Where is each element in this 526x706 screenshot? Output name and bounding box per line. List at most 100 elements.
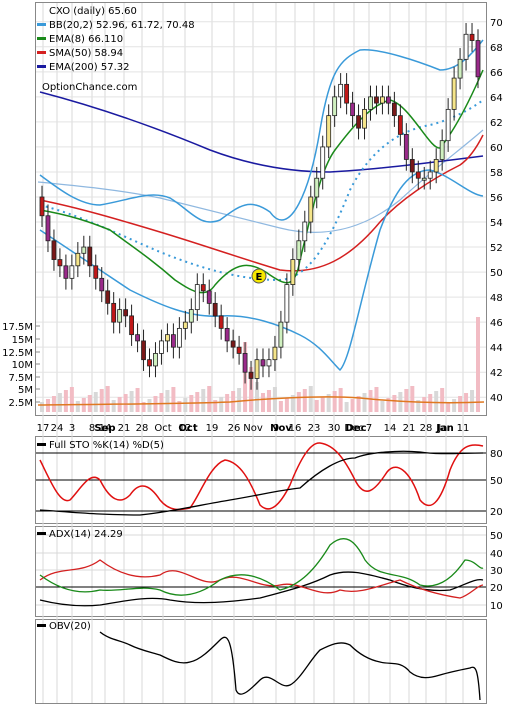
volume-tick-label: 10M — [12, 360, 33, 371]
x-month-label: Dec — [345, 423, 366, 434]
volume-bar — [320, 397, 325, 412]
volume-bar — [123, 394, 128, 412]
volume-bar — [99, 389, 104, 412]
price-tick-label: 58 — [490, 168, 503, 179]
candlestick — [153, 353, 158, 367]
candlestick — [135, 334, 140, 342]
volume-bar — [177, 401, 182, 412]
x-month-label: Nov — [270, 423, 292, 434]
volume-bar — [135, 388, 140, 412]
volume-bar — [237, 388, 242, 412]
volume-bar — [266, 390, 271, 412]
candlestick — [206, 290, 212, 304]
volume-bar — [278, 401, 283, 412]
x-month-label: Sep — [94, 423, 115, 434]
candlesticks — [39, 23, 481, 390]
adx-tick-label: 40 — [490, 549, 503, 560]
x-tick-label: 16 — [289, 423, 302, 434]
watermark: OptionChance.com — [42, 82, 137, 93]
candlestick — [170, 334, 176, 348]
stochastic-title: Full STO %K(14) %D(5) — [37, 440, 164, 451]
obv-line — [99, 631, 481, 701]
volume-bar — [75, 401, 80, 412]
volume-bar — [440, 388, 445, 412]
legend-sma50: SMA(50) 58.94 — [49, 48, 123, 59]
adx-tick-label: 20 — [490, 583, 503, 594]
candlestick — [69, 265, 75, 279]
obv-swatch — [37, 624, 46, 627]
x-tick-label: 24 — [51, 423, 64, 434]
candlestick — [338, 83, 344, 98]
price-tick-label: 62 — [490, 118, 503, 129]
candlestick — [57, 259, 63, 267]
x-tick-label: 19 — [206, 423, 219, 434]
price-tick-label: 66 — [490, 68, 503, 79]
bollinger-upper — [39, 39, 484, 223]
sto-tick-label: 20 — [490, 507, 503, 518]
candlestick — [284, 284, 290, 323]
price-tick-label: 48 — [490, 293, 503, 304]
candlestick — [445, 108, 451, 142]
volume-bars — [37, 317, 485, 412]
stochastic-k-line — [39, 450, 484, 516]
volume-bar — [147, 399, 152, 412]
volume-bar — [141, 402, 146, 412]
volume-bar — [207, 386, 212, 412]
x-tick-label: 12 — [179, 423, 192, 434]
candlestick — [224, 327, 230, 342]
price-tick-label: 68 — [490, 43, 503, 54]
horizontal-gridlines — [36, 21, 486, 606]
vertical-gridlines — [42, 3, 464, 703]
legend-ema8: EMA(8) 66.110 — [49, 34, 123, 45]
candlestick — [159, 340, 164, 354]
volume-bar — [416, 400, 421, 412]
price-tick-label: 64 — [490, 93, 503, 104]
candlestick — [296, 240, 302, 260]
price-tick-label: 40 — [490, 393, 503, 404]
x-tick-label: 21 — [403, 423, 416, 434]
adx-tick-label: 10 — [490, 601, 503, 612]
volume-bar — [272, 387, 277, 412]
x-tick-label: 8 — [89, 423, 95, 434]
volume-tick-label: 17.5M — [2, 322, 33, 333]
sma50-line — [39, 134, 484, 272]
candlestick — [230, 340, 236, 348]
x-tick-label: 30 — [328, 423, 341, 434]
x-tick-label: Dec — [344, 423, 363, 434]
legend-ema200: EMA(200) 57.32 — [49, 62, 129, 73]
price-tick-label: 52 — [490, 243, 503, 254]
volume-bar — [213, 400, 218, 412]
volume-bar — [362, 393, 367, 412]
volume-bar — [183, 398, 188, 412]
candlestick — [45, 215, 51, 242]
x-tick-label: 26 — [228, 423, 241, 434]
volume-tick-label: 2.5M — [8, 398, 33, 409]
volume-bar — [386, 398, 391, 412]
volume-bar — [392, 395, 397, 412]
volume-bar — [129, 391, 134, 412]
volume-bar — [404, 389, 409, 412]
candlestick — [427, 171, 433, 179]
volume-bar — [380, 401, 385, 412]
candlestick — [368, 96, 373, 110]
volume-bar — [314, 400, 319, 412]
candlestick — [99, 277, 105, 292]
candlestick — [308, 196, 314, 223]
volume-bar — [458, 396, 463, 412]
volume-bar — [57, 393, 62, 412]
volume-bar — [332, 391, 337, 412]
symbol-title: CXO (daily) 65.60 — [49, 6, 137, 17]
volume-bar — [219, 397, 224, 412]
x-tick-label: 28 — [420, 423, 433, 434]
earnings-marker: E — [251, 268, 267, 284]
volume-bar — [350, 399, 355, 412]
price-panel-frame — [35, 2, 487, 416]
volume-bar — [195, 392, 200, 412]
x-tick-label: 21 — [118, 423, 131, 434]
candlestick — [397, 115, 403, 135]
x-tick-label: 3 — [69, 423, 75, 434]
volume-bar — [63, 390, 68, 412]
sto-label: Full STO %K(14) %D(5) — [49, 440, 164, 451]
volume-tick-label: 5M — [18, 385, 33, 396]
candlestick — [51, 240, 57, 260]
